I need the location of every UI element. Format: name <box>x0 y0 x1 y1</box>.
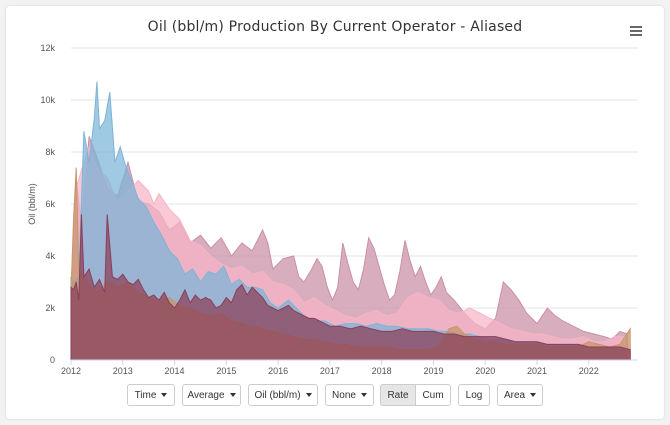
chevron-down-icon <box>305 393 312 398</box>
x-tick-label: 2018 <box>372 366 392 376</box>
x-tick-label: 2021 <box>527 366 547 376</box>
none-dropdown[interactable]: None <box>325 384 374 406</box>
y-tick-label: 6k <box>45 199 55 209</box>
oil-dropdown[interactable]: Oil (bbl/m) <box>248 384 318 406</box>
x-tick-label: 2022 <box>579 366 599 376</box>
rate-button[interactable]: Rate <box>380 384 416 406</box>
y-axis-label: Oil (bbl/m) <box>27 183 37 225</box>
chart-title: Oil (bbl/m) Production By Current Operat… <box>147 19 523 35</box>
series-areas <box>70 81 631 361</box>
chevron-down-icon <box>229 393 236 398</box>
chevron-down-icon <box>360 393 367 398</box>
time-dropdown-label: Time <box>134 390 157 401</box>
average-dropdown[interactable]: Average <box>182 384 241 406</box>
x-tick-label: 2017 <box>320 366 340 376</box>
y-tick-label: 12k <box>40 43 55 53</box>
area-dropdown-label: Area <box>503 390 526 401</box>
y-tick-label: 2k <box>45 303 55 313</box>
cum-button[interactable]: Cum <box>416 384 451 406</box>
chart-controls: Time Average Oil (bbl/m) None Rate Cum L… <box>0 384 670 408</box>
none-dropdown-label: None <box>332 390 356 401</box>
x-tick-label: 2014 <box>165 366 185 376</box>
axes <box>70 359 638 365</box>
log-button[interactable]: Log <box>458 384 490 406</box>
chevron-down-icon <box>530 393 537 398</box>
x-tick-labels: 2012 2013 2014 2015 2016 2017 2018 2019 2020 2021… <box>61 366 599 376</box>
series-area-4 <box>70 214 631 361</box>
time-dropdown[interactable]: Time <box>127 384 175 406</box>
average-dropdown-label: Average <box>187 390 225 401</box>
y-tick-label: 4k <box>45 251 55 261</box>
x-tick-label: 2019 <box>423 366 443 376</box>
x-tick-label: 2020 <box>475 366 495 376</box>
x-tick-label: 2015 <box>216 366 236 376</box>
y-tick-label: 10k <box>40 95 55 105</box>
x-tick-label: 2012 <box>61 366 81 376</box>
oil-dropdown-label: Oil (bbl/m) <box>254 390 301 401</box>
area-dropdown[interactable]: Area <box>497 384 543 406</box>
y-tick-labels: 0 2k 4k 6k 8k 10k 12k <box>40 43 55 365</box>
x-tick-label: 2013 <box>113 366 133 376</box>
chevron-down-icon <box>161 393 168 398</box>
hamburger-menu-icon[interactable] <box>630 26 642 36</box>
y-tick-label: 0 <box>50 355 55 365</box>
x-tick-label: 2016 <box>268 366 288 376</box>
y-tick-label: 8k <box>45 147 55 157</box>
